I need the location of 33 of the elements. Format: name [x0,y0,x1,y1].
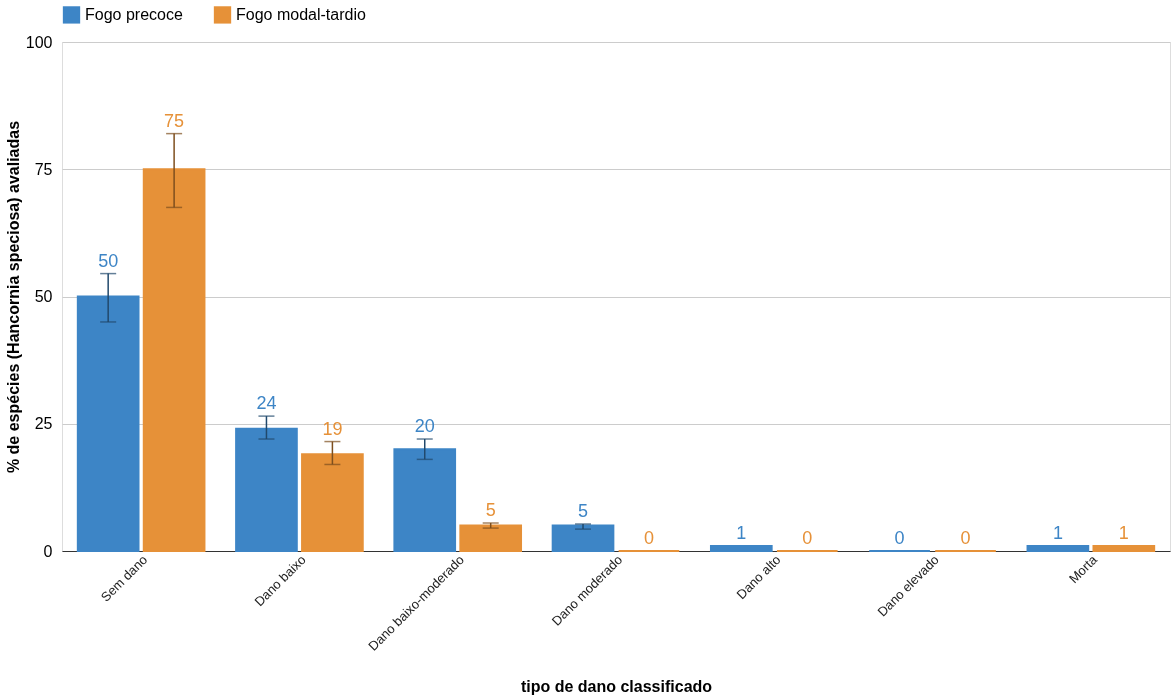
bar [393,448,457,552]
bar [235,427,298,552]
y-tick-label: 75 [34,160,53,178]
bar [76,295,140,552]
y-tick-label: 25 [34,415,53,433]
data-label: 0 [643,528,654,548]
data-label: 0 [802,528,813,548]
data-label: 75 [164,110,185,131]
y-tick-label: 100 [25,33,53,51]
data-label: 0 [894,528,905,548]
legend-label: Fogo modal-tardio [236,5,366,23]
bar [301,453,364,552]
data-label: 0 [960,528,971,548]
bar [709,544,773,552]
data-label: 1 [736,522,747,543]
bar [551,524,615,552]
data-label: 5 [578,501,589,522]
x-axis-title: tipo de dano classificado [520,677,713,695]
data-label: 1 [1052,522,1063,543]
bar [459,524,523,552]
bar [1026,544,1090,552]
data-label: 50 [98,250,119,271]
bar [142,168,206,552]
data-label: 24 [256,393,277,414]
y-tick-label: 0 [43,542,53,560]
data-label: 20 [414,416,435,437]
y-tick-label: 50 [34,288,53,305]
legend-label: Fogo precoce [85,5,183,23]
y-axis-title: % de espécies (Hancornia speciosa) avaliadas [4,120,22,474]
data-label: 19 [322,418,343,439]
data-label: 1 [1118,522,1129,543]
data-label: 5 [485,500,496,521]
bar [1092,544,1156,552]
